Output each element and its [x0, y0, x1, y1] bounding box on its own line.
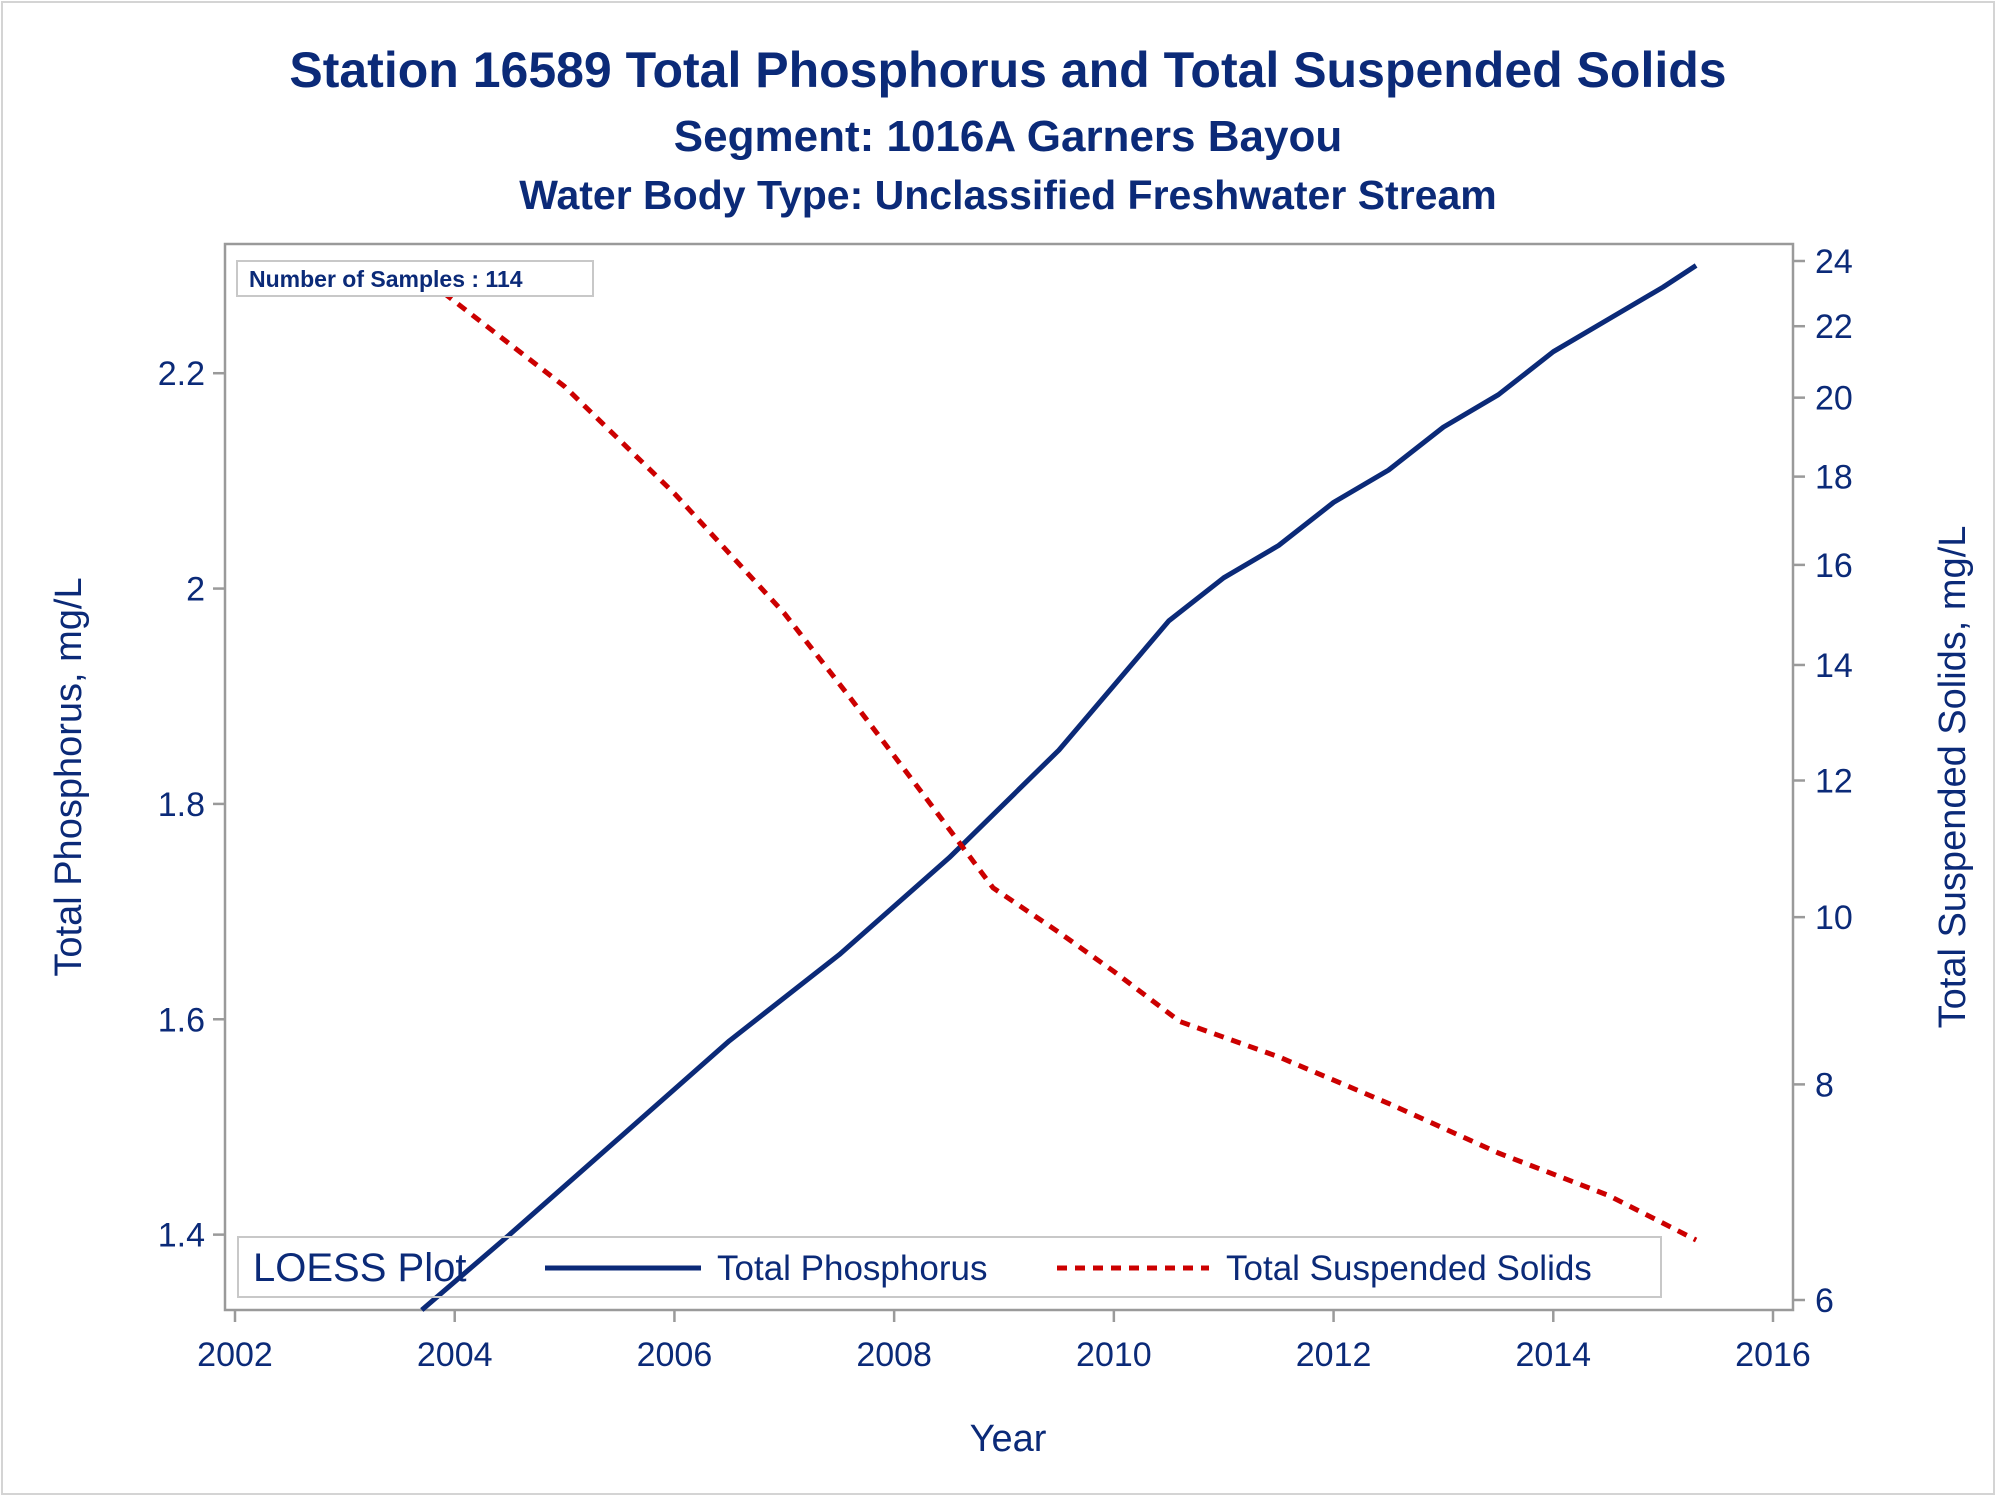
x-tick-label-2006: 2006 [637, 1336, 713, 1374]
y-left-tick-label-1-8: 1.8 [158, 786, 205, 824]
y-right-tick-label-14: 14 [1815, 647, 1853, 685]
y-right-tick-label-12: 12 [1815, 763, 1853, 801]
chart-subtitle: Segment: 1016A Garners Bayou [674, 112, 1342, 161]
y-left-tick-label-2: 2 [186, 571, 205, 609]
series-line-total-suspended-solids [442, 290, 1698, 1243]
x-axis: 2002 2004 2006 2008 2010 2012 2014 2016 [197, 1310, 1811, 1374]
legend-box [237, 1236, 1662, 1298]
x-tick-label-2010: 2010 [1076, 1336, 1152, 1374]
y-right-tick-label-10: 10 [1815, 899, 1853, 937]
chart-svg: Station 16589 Total Phosphorus and Total… [48, 42, 1974, 1460]
y-right-tick-label-6: 6 [1815, 1282, 1834, 1320]
y-left-tick-label-1-4: 1.4 [158, 1217, 205, 1255]
x-tick-label-2008: 2008 [856, 1336, 932, 1374]
y-right-tick-label-8: 8 [1815, 1066, 1834, 1104]
y-left-tick-label-1-6: 1.6 [158, 1001, 205, 1039]
chart-title: Station 16589 Total Phosphorus and Total… [289, 42, 1726, 98]
y-right-tick-label-18: 18 [1815, 459, 1853, 497]
x-tick-label-2002: 2002 [197, 1336, 273, 1374]
x-tick-label-2014: 2014 [1515, 1336, 1591, 1374]
series-layer [420, 263, 1698, 1312]
y-right-tick-label-22: 22 [1815, 308, 1853, 346]
legend-label-total-phosphorus: Total Phosphorus [717, 1249, 987, 1288]
chart-subtitle-2: Water Body Type: Unclassified Freshwater… [519, 172, 1496, 218]
x-tick-label-2016: 2016 [1735, 1336, 1811, 1374]
legend: LOESS Plot Total Phosphorus Total Suspen… [237, 1236, 1662, 1298]
y-right-tick-label-20: 20 [1815, 380, 1853, 418]
y-axis-left: 1.4 1.6 1.8 2 2.2 [158, 355, 225, 1255]
series-line-total-phosphorus [420, 263, 1698, 1312]
y-right-tick-label-16: 16 [1815, 547, 1853, 585]
sample-count-box [236, 260, 594, 297]
sample-count-annotation: Number of Samples : 114 [249, 266, 523, 292]
plot-area [223, 242, 1795, 1312]
x-tick-label-2004: 2004 [417, 1336, 493, 1374]
y-axis-right-label: Total Suspended Solids, mg/L [1932, 526, 1974, 1029]
y-axis-right: 6 8 10 12 14 16 18 20 22 24 [1793, 243, 1853, 1320]
y-axis-left-label: Total Phosphorus, mg/L [48, 577, 90, 976]
x-tick-label-2012: 2012 [1296, 1336, 1372, 1374]
y-right-tick-label-24: 24 [1815, 243, 1853, 281]
y-left-tick-label-2-2: 2.2 [158, 355, 205, 393]
legend-title: LOESS Plot [253, 1246, 466, 1290]
legend-label-total-suspended-solids: Total Suspended Solids [1226, 1249, 1592, 1288]
x-axis-label: Year [970, 1418, 1047, 1460]
